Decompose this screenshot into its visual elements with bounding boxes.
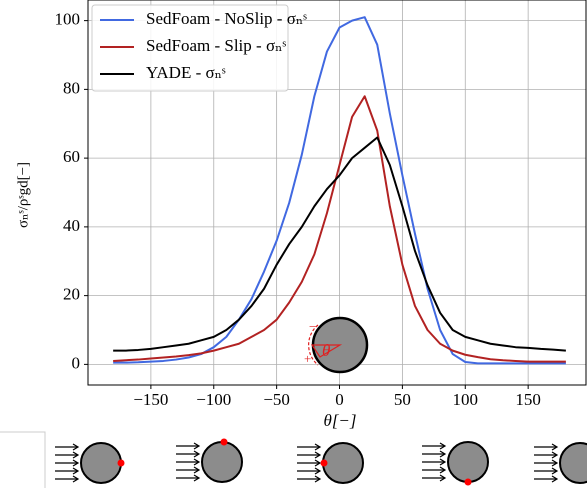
x-tick-label: −100 — [196, 390, 231, 409]
x-tick-label: −50 — [263, 390, 290, 409]
icon-cylinder — [80, 442, 122, 484]
flow-arrow-head — [439, 458, 447, 466]
series-line — [113, 16, 566, 365]
flow-arrow-head — [551, 475, 559, 483]
legend-label: SedFoam - Slip - σₙˢ — [146, 36, 286, 55]
legend-label: YADE - σₙˢ — [146, 63, 226, 82]
flow-arrow-head — [551, 443, 559, 451]
series-line — [113, 136, 566, 352]
flow-arrow-head — [193, 450, 201, 458]
icon-cylinder — [322, 442, 364, 484]
flow-arrow-head — [439, 466, 447, 474]
plus-sign: + — [304, 351, 311, 366]
plot-frame — [87, 0, 587, 386]
flow-arrow-head — [193, 442, 201, 450]
flow-arrow-head — [314, 467, 322, 475]
y-tick-label: 60 — [63, 147, 80, 166]
x-tick-label: 50 — [394, 390, 411, 409]
lines — [113, 16, 566, 365]
flow-arrow-head — [72, 467, 80, 475]
x-tick-label: 100 — [453, 390, 479, 409]
y-axis-label: σₙˢ/ρˢgd[−] — [15, 162, 31, 228]
flow-arrow-head — [314, 443, 322, 451]
x-tick-label: −150 — [133, 390, 168, 409]
flow-arrow-head — [193, 458, 201, 466]
flow-arrow-head — [193, 466, 201, 474]
flow-arrow-head — [314, 451, 322, 459]
icon-probe — [220, 438, 228, 446]
icon-probe — [117, 459, 125, 467]
series-line — [113, 95, 566, 363]
y-tick-label: 0 — [72, 353, 81, 372]
x-axis-label: θ[−] — [323, 411, 356, 430]
flow-arrow-head — [551, 467, 559, 475]
minus-sign: − — [309, 319, 316, 334]
icon-cylinder — [559, 442, 587, 484]
icon-probe — [320, 459, 328, 467]
legend-box — [91, 4, 289, 92]
y-tick-label: 20 — [63, 285, 80, 304]
x-tick-label: 0 — [335, 390, 344, 409]
flow-arrow-head — [551, 451, 559, 459]
flow-arrow-head — [314, 459, 322, 467]
inset-cylinder: θ + − — [304, 316, 369, 374]
icon-cylinder — [447, 441, 489, 483]
flow-arrow-head — [72, 475, 80, 483]
flow-arrow-head — [72, 459, 80, 467]
legend: SedFoam - NoSlip - σₙˢ SedFoam - Slip - σ… — [91, 4, 307, 92]
y-tick-label: 40 — [63, 216, 80, 235]
strip-frame — [0, 431, 46, 488]
flow-arrow-head — [439, 450, 447, 458]
icon-probe — [464, 478, 472, 486]
legend-label: SedFoam - NoSlip - σₙˢ — [146, 9, 307, 28]
flow-arrow-head — [439, 442, 447, 450]
x-tick-label: 150 — [515, 390, 541, 409]
angle-arc — [308, 324, 319, 366]
icon-cylinder — [201, 441, 243, 483]
angle-label: θ — [322, 341, 330, 360]
flow-arrow-head — [551, 459, 559, 467]
flow-arrow-head — [193, 474, 201, 482]
y-tick-label: 80 — [63, 78, 80, 97]
flow-arrow-head — [72, 443, 80, 451]
angle-marker — [310, 344, 343, 358]
flow-strip — [0, 431, 587, 488]
flow-arrow-head — [439, 474, 447, 482]
y-tick-label: 100 — [55, 10, 81, 29]
flow-arrow-head — [314, 475, 322, 483]
flow-arrow-head — [72, 451, 80, 459]
